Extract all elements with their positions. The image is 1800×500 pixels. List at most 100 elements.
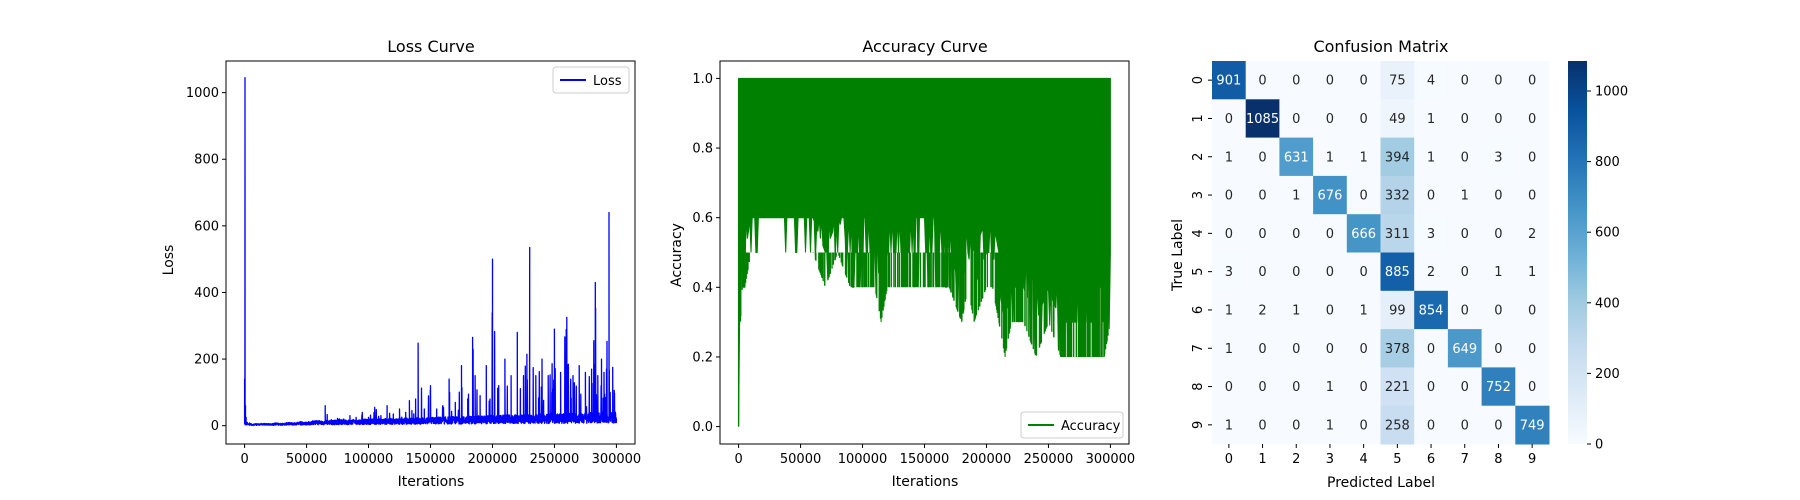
- confusion-matrix-x-tick-label: 6: [1427, 452, 1435, 467]
- accuracy-x-tick-label: 150000: [900, 452, 950, 467]
- confusion-matrix-cell: [1515, 329, 1550, 368]
- confusion-matrix-cell: [1447, 137, 1483, 177]
- confusion-matrix-cell-value: 1: [1326, 150, 1334, 165]
- confusion-matrix-cell: [1313, 329, 1348, 368]
- confusion-matrix-cell: [1481, 137, 1516, 177]
- confusion-matrix-cell: [1245, 99, 1280, 139]
- confusion-matrix-cell-value: 0: [1461, 265, 1469, 280]
- confusion-matrix-cell-value: 885: [1385, 265, 1410, 280]
- confusion-matrix-cell: [1414, 252, 1449, 292]
- confusion-matrix-cell-value: 0: [1494, 303, 1502, 318]
- confusion-matrix-cell-value: 2: [1258, 303, 1266, 318]
- confusion-matrix-cell-value: 666: [1351, 227, 1376, 242]
- confusion-matrix-cell: [1515, 252, 1550, 292]
- accuracy-x-tick-label: 0: [734, 452, 742, 467]
- confusion-matrix-cell: [1212, 252, 1247, 292]
- confusion-matrix-cell-value: 0: [1528, 380, 1536, 395]
- confusion-matrix-y-tick-label: 7: [1191, 344, 1206, 352]
- confusion-matrix-cell-value: 0: [1258, 380, 1266, 395]
- confusion-matrix-cell: [1447, 405, 1483, 445]
- confusion-matrix-cell-value: 75: [1389, 74, 1406, 89]
- confusion-matrix-cell: [1279, 405, 1314, 445]
- confusion-matrix-cell: [1313, 405, 1348, 445]
- confusion-matrix-cell-value: 0: [1360, 74, 1368, 89]
- confusion-matrix-cell-value: 0: [1258, 150, 1266, 165]
- confusion-matrix-cell: [1245, 137, 1280, 177]
- confusion-matrix-cell-value: 1: [1326, 380, 1334, 395]
- confusion-matrix-plot-area: 901 0 0 0 0 75 4 0 0 00 1085 0 0 0 49 1 0 0 01 0 631 1 1 394 1 0 3…: [1191, 61, 1550, 467]
- loss-plot-area: 0 50000 100000 150000 200000 250000 300000 0 200…: [186, 60, 641, 467]
- accuracy-x-axis-label: Iterations: [892, 474, 959, 490]
- confusion-matrix-cell: [1481, 405, 1516, 445]
- confusion-matrix-cell-value: 0: [1528, 342, 1536, 357]
- loss-y-tick-label: 1000: [186, 86, 219, 101]
- confusion-matrix-cell-value: 0: [1360, 342, 1368, 357]
- confusion-matrix-cell-value: 1: [1360, 150, 1368, 165]
- confusion-matrix-cell: [1346, 61, 1381, 100]
- confusion-matrix-cell: [1481, 367, 1516, 407]
- accuracy-y-tick-label: 0.8: [692, 142, 713, 157]
- confusion-matrix-cell-value: 0: [1292, 112, 1300, 127]
- confusion-matrix-cell: [1245, 61, 1280, 100]
- colorbar-tick-label: 1000: [1595, 85, 1628, 100]
- confusion-matrix-cell: [1515, 99, 1550, 139]
- confusion-matrix-cell: [1346, 405, 1381, 445]
- confusion-matrix-cell-value: 0: [1528, 150, 1536, 165]
- confusion-matrix-cell: [1414, 99, 1449, 139]
- accuracy-y-tick-label: 0.0: [692, 420, 713, 435]
- confusion-matrix-cell: [1380, 61, 1415, 100]
- confusion-matrix-cell-value: 0: [1427, 418, 1435, 433]
- confusion-matrix-cell: [1313, 214, 1348, 253]
- loss-x-axis-label: Iterations: [398, 474, 465, 490]
- confusion-matrix-x-tick-label: 9: [1528, 452, 1536, 467]
- confusion-matrix-cell: [1279, 290, 1314, 330]
- confusion-matrix-cell-value: 1: [1225, 342, 1233, 357]
- confusion-matrix-cell: [1414, 405, 1449, 445]
- confusion-matrix-cell: [1380, 329, 1415, 368]
- confusion-matrix-cell-value: 2: [1427, 265, 1435, 280]
- confusion-matrix-y-axis-label: True Label: [1170, 219, 1186, 292]
- confusion-matrix-cell-value: 0: [1494, 189, 1502, 204]
- accuracy-y-tick-label: 0.4: [692, 281, 713, 296]
- confusion-matrix-cell: [1313, 175, 1348, 215]
- confusion-matrix-cell-value: 1085: [1246, 112, 1279, 127]
- confusion-matrix-y-tick-label: 1: [1191, 114, 1206, 122]
- confusion-matrix-cell: [1245, 405, 1280, 445]
- accuracy-y-tick-label: 0.6: [692, 211, 713, 226]
- confusion-matrix-x-tick-label: 2: [1292, 452, 1300, 467]
- loss-x-tick-label: 150000: [406, 452, 456, 467]
- confusion-matrix-cell: [1212, 175, 1247, 215]
- confusion-matrix-cell-value: 1: [1225, 418, 1233, 433]
- confusion-matrix-y-tick-label: 3: [1191, 191, 1206, 199]
- confusion-matrix-cell-value: 0: [1461, 74, 1469, 89]
- confusion-matrix-cell-value: 0: [1292, 265, 1300, 280]
- accuracy-chart-title: Accuracy Curve: [862, 37, 987, 56]
- confusion-matrix-cell-value: 854: [1419, 303, 1444, 318]
- confusion-matrix-x-tick-label: 4: [1360, 452, 1368, 467]
- confusion-matrix-cell-value: 0: [1326, 303, 1334, 318]
- confusion-matrix-cell: [1245, 367, 1280, 407]
- confusion-matrix-x-axis-label: Predicted Label: [1327, 475, 1435, 491]
- confusion-matrix-cell-value: 0: [1360, 112, 1368, 127]
- confusion-matrix-cell-value: 0: [1258, 265, 1266, 280]
- confusion-matrix-cell: [1414, 290, 1449, 330]
- confusion-matrix-y-tick-label: 4: [1191, 229, 1206, 237]
- confusion-matrix-cell: [1212, 61, 1247, 100]
- colorbar-tick-label: 600: [1595, 226, 1620, 241]
- confusion-matrix-cell-value: 0: [1528, 303, 1536, 318]
- confusion-matrix-cell-value: 0: [1360, 380, 1368, 395]
- confusion-matrix-cell: [1313, 61, 1348, 100]
- confusion-matrix-cell-value: 1: [1427, 150, 1435, 165]
- confusion-matrix-cell-value: 0: [1360, 265, 1368, 280]
- confusion-matrix-cell: [1346, 214, 1381, 253]
- confusion-matrix-cell: [1380, 367, 1415, 407]
- confusion-matrix-cell: [1279, 214, 1314, 253]
- confusion-matrix-x-tick-label: 5: [1393, 452, 1401, 467]
- loss-y-tick-label: 600: [194, 219, 219, 234]
- confusion-matrix-cell-value: 0: [1528, 112, 1536, 127]
- confusion-matrix-cell: [1245, 329, 1280, 368]
- confusion-matrix-cell: [1447, 329, 1483, 368]
- confusion-matrix-cell: [1447, 214, 1483, 253]
- confusion-matrix-cell-value: 649: [1452, 342, 1477, 357]
